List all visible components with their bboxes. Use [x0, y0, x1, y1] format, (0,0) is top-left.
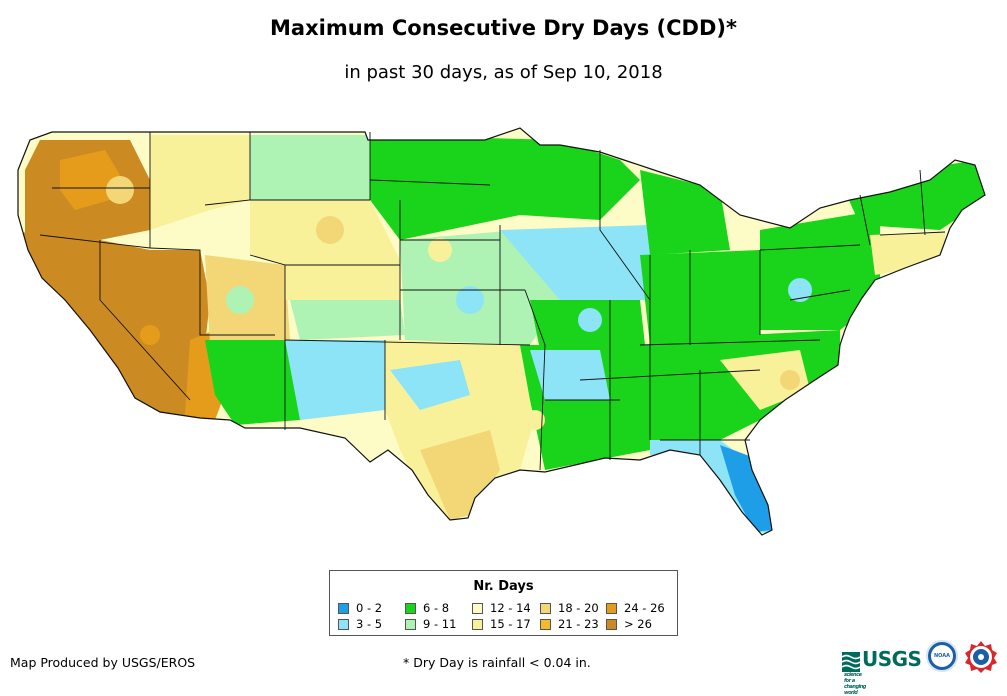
speckle-3: [456, 286, 484, 314]
legend-swatch-6-8: [405, 603, 416, 614]
region-dakotas-6-8: [370, 135, 640, 240]
region-montana-9-11: [250, 135, 370, 205]
region-southnewengland-15-17: [870, 232, 945, 275]
speckle-8: [788, 278, 812, 302]
usgs-waves-icon: [842, 652, 860, 672]
legend-label-3-5: 3 - 5: [356, 617, 383, 631]
legend-label-15-17: 15 - 17: [490, 617, 531, 631]
nws-logo-icon: [965, 641, 997, 673]
region-newengland-6-8: [840, 160, 985, 230]
legend: Nr. Days 0 - 2 3 - 5 6 - 8 9 - 11 12 - 1…: [329, 570, 678, 636]
region-carolinas-15-17: [720, 350, 810, 410]
legend-item-15-17: 15 - 17: [472, 617, 531, 631]
legend-item-18-20: 18 - 20: [540, 601, 599, 615]
legend-item-24-26: 24 - 26: [606, 601, 665, 615]
legend-swatch-18-20: [540, 603, 551, 614]
legend-item-gt-26: > 26: [606, 617, 652, 631]
legend-swatch-9-11: [405, 619, 416, 630]
legend-swatch-3-5: [338, 619, 349, 630]
region-ohio-valley-6-8: [640, 250, 760, 345]
legend-label-9-11: 9 - 11: [423, 617, 457, 631]
legend-label-21-23: 21 - 23: [558, 617, 599, 631]
speckle-10: [106, 176, 134, 204]
map-subtitle: in past 30 days, as of Sep 10, 2018: [344, 62, 663, 83]
region-oregon-24-26: [60, 150, 120, 210]
speckle-4: [428, 238, 452, 262]
legend-swatch-0-2: [338, 603, 349, 614]
legend-label-12-14: 12 - 14: [490, 601, 531, 615]
legend-label-18-20: 18 - 20: [558, 601, 599, 615]
cdd-regions: [18, 128, 985, 535]
legend-item-12-14: 12 - 14: [472, 601, 531, 615]
legend-label-gt-26: > 26: [624, 617, 652, 631]
region-michigan-6-8: [640, 170, 730, 255]
speckle-7: [244, 364, 276, 396]
map-title: Maximum Consecutive Dry Days (CDD)*: [270, 16, 737, 40]
region-eastnm-3-5: [285, 340, 385, 420]
speckle-6: [226, 286, 254, 314]
legend-label-24-26: 24 - 26: [624, 601, 665, 615]
noaa-label: NOAA: [931, 645, 953, 667]
dry-day-footnote: * Dry Day is rainfall < 0.04 in.: [403, 655, 591, 670]
usgs-tagline: science for a changing world: [844, 672, 866, 696]
speckle-5: [316, 216, 344, 244]
legend-title: Nr. Days: [473, 579, 534, 594]
map-credit: Map Produced by USGS/EROS: [10, 655, 196, 670]
legend-swatch-12-14: [472, 603, 483, 614]
noaa-logo: NOAA: [926, 640, 958, 672]
legend-item-6-8: 6 - 8: [405, 601, 449, 615]
region-idaho-15-17: [150, 135, 250, 230]
legend-swatch-24-26: [606, 603, 617, 614]
region-wyoming-15-17: [250, 200, 400, 300]
region-midatlantic-6-8: [760, 210, 880, 330]
speckle-9: [780, 370, 800, 390]
speckle-11: [140, 325, 160, 345]
legend-item-21-23: 21 - 23: [540, 617, 599, 631]
region-texas-panhandle-3-5: [390, 360, 470, 410]
legend-label-0-2: 0 - 2: [356, 601, 383, 615]
speckle-1: [604, 249, 636, 281]
legend-label-6-8: 6 - 8: [423, 601, 450, 615]
speckle-2: [578, 308, 602, 332]
region-arkansas-3-5: [530, 350, 610, 400]
region-colorado-9-11: [290, 300, 405, 340]
agency-logos: USGS science for a changing world NOAA: [842, 638, 1002, 696]
legend-swatch-15-17: [472, 619, 483, 630]
usgs-label: USGS: [862, 647, 922, 671]
legend-swatch-21-23: [540, 619, 551, 630]
region-iowa-3-5: [500, 225, 650, 300]
legend-swatch-gt-26: [606, 619, 617, 630]
legend-item-0-2: 0 - 2: [338, 601, 382, 615]
region-southwest-gt26: [18, 230, 210, 420]
state-borders: [39, 132, 946, 471]
speckle-12: [525, 410, 545, 430]
legend-item-9-11: 9 - 11: [405, 617, 456, 631]
legend-item-3-5: 3 - 5: [338, 617, 382, 631]
